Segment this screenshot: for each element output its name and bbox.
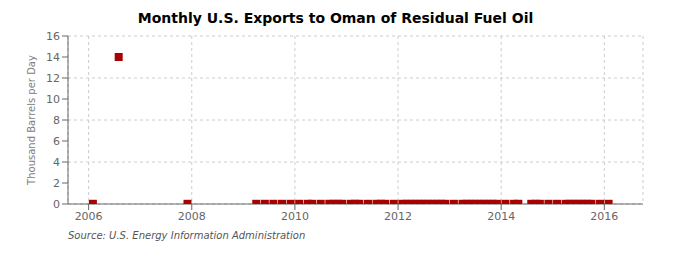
svg-text:10: 10 bbox=[46, 93, 60, 106]
svg-text:6: 6 bbox=[53, 135, 60, 148]
svg-text:Thousand Barrels per Day: Thousand Barrels per Day bbox=[26, 55, 37, 186]
svg-text:2008: 2008 bbox=[178, 210, 206, 223]
svg-text:2014: 2014 bbox=[487, 210, 515, 223]
svg-text:14: 14 bbox=[46, 51, 60, 64]
svg-text:8: 8 bbox=[53, 114, 60, 127]
svg-text:0: 0 bbox=[53, 198, 60, 211]
svg-text:4: 4 bbox=[53, 156, 60, 169]
svg-text:2010: 2010 bbox=[281, 210, 309, 223]
html-text:Source: U.S. Energy Informatio: Source: U.S. Energy Information Administ… bbox=[68, 230, 306, 241]
svg-text:2016: 2016 bbox=[590, 210, 618, 223]
svg-text:12: 12 bbox=[46, 72, 60, 85]
svg-text:16: 16 bbox=[46, 30, 60, 43]
html-text:Monthly U.S. Exports to Oman o: Monthly U.S. Exports to Oman of Residual… bbox=[137, 10, 534, 26]
svg-text:2: 2 bbox=[53, 177, 60, 190]
svg-text:2006: 2006 bbox=[75, 210, 103, 223]
svg-text:2012: 2012 bbox=[384, 210, 412, 223]
